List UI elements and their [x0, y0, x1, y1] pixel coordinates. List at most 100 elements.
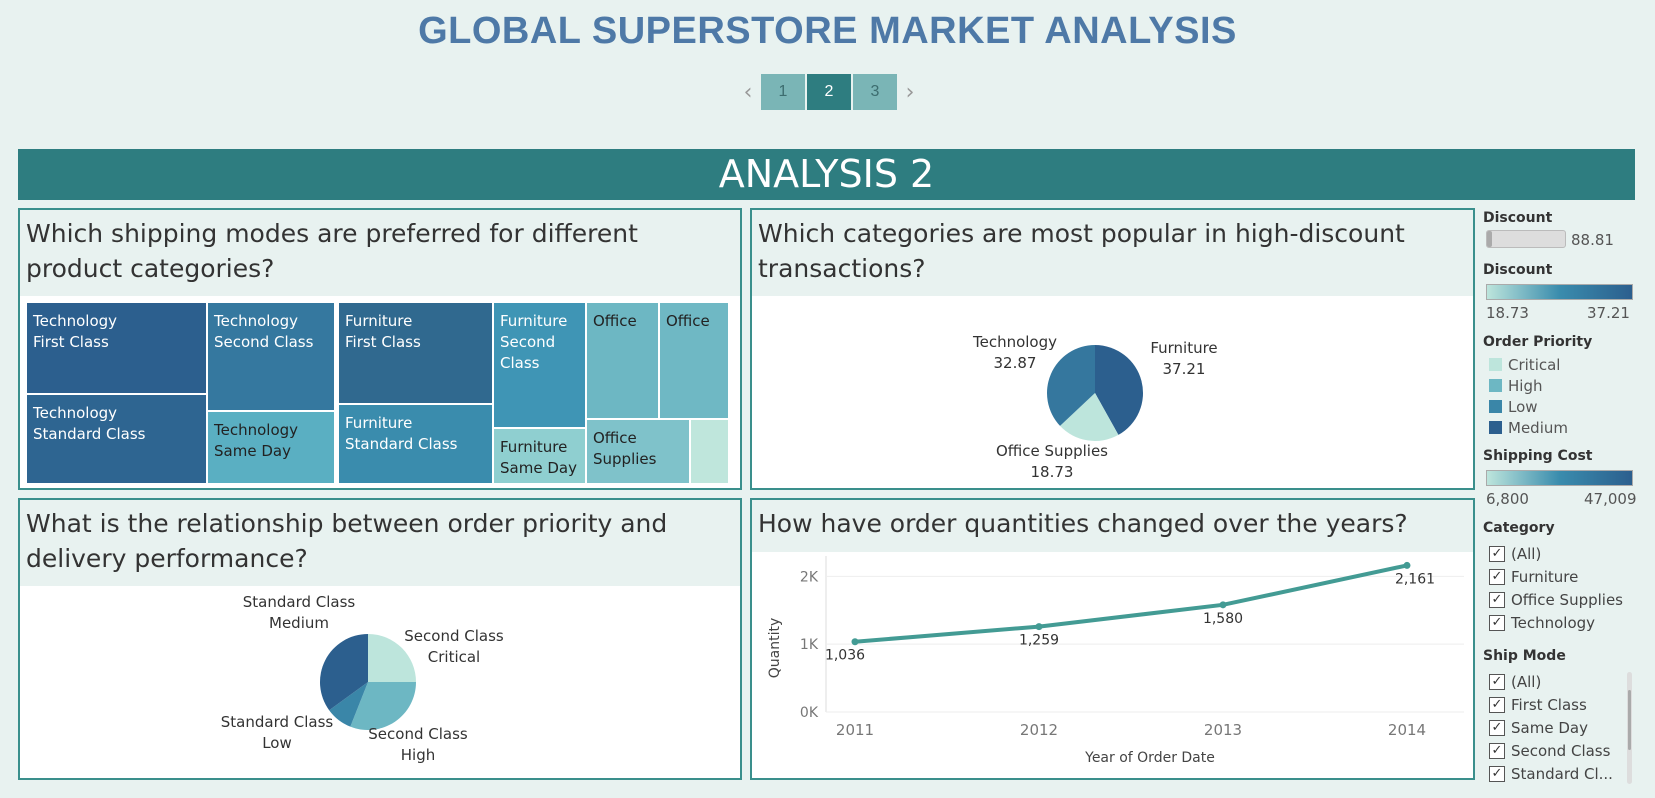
checkbox-label: Office Supplies — [1511, 590, 1624, 609]
legend-item-medium[interactable]: Medium — [1483, 417, 1568, 438]
treemap-tile-small[interactable] — [690, 419, 729, 484]
data-point[interactable] — [1035, 623, 1043, 631]
ship-mode-scrollbar[interactable] — [1627, 672, 1632, 784]
checkbox[interactable]: ✓ — [1489, 568, 1505, 585]
checkbox[interactable]: ✓ — [1489, 696, 1505, 713]
treemap-tile-furniture-second-class[interactable]: Furniture Second Class — [493, 302, 586, 428]
chevron-left-icon[interactable]: ‹ — [743, 79, 753, 105]
quantity-line-chart: 0K 1K 2K Quantity 2011 2012 2013 2014 Year of Or… — [767, 556, 1464, 766]
pie-slice-second-class-critical[interactable] — [368, 634, 416, 682]
pie-slice-technology[interactable] — [1047, 345, 1095, 426]
legend-item-high[interactable]: High — [1483, 375, 1568, 396]
category-filter-all[interactable]: ✓ (All) — [1483, 542, 1623, 565]
y-tick-label: 0K — [800, 705, 819, 721]
pie-label-second-critical: Second Class Critical — [389, 626, 519, 668]
x-tick-label: 2014 — [1388, 721, 1426, 739]
pie-label-furniture: Furniture 37.21 — [1134, 338, 1234, 380]
legend-item-low[interactable]: Low — [1483, 396, 1568, 417]
x-axis-label: Year of Order Date — [1084, 750, 1215, 766]
x-tick-label: 2012 — [1020, 721, 1058, 739]
checkbox-label: First Class — [1511, 695, 1587, 714]
treemap-tile-technology-same-day[interactable]: Technology Same Day — [207, 411, 335, 484]
checkbox-label: Technology — [1511, 613, 1596, 632]
ship-mode-filter-same-day[interactable]: ✓ Same Day — [1483, 716, 1633, 739]
checkbox[interactable]: ✓ — [1489, 673, 1505, 690]
tile-label: Technology — [33, 404, 118, 422]
ship-mode-filter-first-class[interactable]: ✓ First Class — [1483, 693, 1633, 716]
plot-area — [826, 556, 1464, 712]
checkbox[interactable]: ✓ — [1489, 591, 1505, 608]
pie-slice-standard-class-low[interactable] — [329, 682, 368, 727]
data-label: 1,580 — [1203, 611, 1243, 627]
panel-question: What is the relationship between order p… — [20, 500, 740, 586]
tile-label: Standard Class — [33, 425, 146, 443]
ship-mode-filter-all[interactable]: ✓ (All) — [1483, 670, 1633, 693]
tile-label: First Class — [33, 333, 109, 351]
analysis-banner: ANALYSIS 2 — [18, 149, 1635, 200]
treemap-tile-office-2[interactable]: Office — [659, 302, 729, 419]
y-tick-label: 2K — [800, 569, 819, 585]
pie-label-value: 37.21 — [1162, 360, 1206, 378]
tile-label: Standard Class — [345, 435, 458, 453]
pie-label-name: Office Supplies — [995, 442, 1108, 460]
treemap-tile-furniture-same-day[interactable]: Furniture Same Day — [493, 428, 586, 484]
checkbox[interactable]: ✓ — [1489, 765, 1505, 782]
category-filter-furniture[interactable]: ✓ Furniture — [1483, 565, 1623, 588]
ship-mode-filter-second-class[interactable]: ✓ Second Class — [1483, 739, 1633, 762]
ship-mode-filter: ✓ (All) ✓ First Class ✓ Same Day ✓ Second Cl… — [1483, 670, 1633, 790]
discount-slider-value: 88.81 — [1571, 231, 1614, 249]
discount-color-legend — [1486, 284, 1633, 300]
treemap-tile-technology-first-class[interactable]: Technology First Class — [26, 302, 207, 394]
series-line[interactable] — [854, 563, 1408, 644]
treemap-tile-furniture-first-class[interactable]: Furniture First Class — [338, 302, 493, 404]
tile-label: Technology — [33, 312, 118, 330]
page-1-button[interactable]: 1 — [761, 74, 805, 110]
category-filter: ✓ (All) ✓ Furniture ✓ Office Supplies ✓ Tech… — [1483, 542, 1623, 634]
ship-mode-filter-standard-class[interactable]: ✓ Standard Cl... — [1483, 762, 1633, 785]
treemap-tile-furniture-standard-class[interactable]: Furniture Standard Class — [338, 404, 493, 484]
checkbox[interactable]: ✓ — [1489, 545, 1505, 562]
category-filter-title: Category — [1483, 520, 1555, 536]
chevron-right-icon[interactable]: › — [905, 79, 915, 105]
pie-slice-second-class-high[interactable] — [350, 682, 416, 730]
data-label: 1,036 — [825, 648, 865, 664]
dashboard-title: GLOBAL SUPERSTORE MARKET ANALYSIS — [418, 10, 1237, 52]
data-point[interactable] — [1219, 601, 1227, 609]
legend-item-critical[interactable]: Critical — [1483, 354, 1568, 375]
discount-legend-title: Discount — [1483, 262, 1553, 278]
pie-label-office-supplies: Office Supplies 18.73 — [977, 441, 1127, 483]
y-axis-label: Quantity — [767, 618, 783, 679]
tile-label: Office — [593, 429, 637, 447]
page-3-button[interactable]: 3 — [853, 74, 897, 110]
data-point[interactable] — [851, 638, 859, 646]
category-filter-technology[interactable]: ✓ Technology — [1483, 611, 1623, 634]
page-2-button[interactable]: 2 — [807, 74, 851, 110]
pie-slice-furniture[interactable] — [1095, 345, 1143, 435]
checkbox[interactable]: ✓ — [1489, 719, 1505, 736]
pie-slice-office-supplies[interactable] — [1060, 393, 1119, 441]
data-point[interactable] — [1403, 561, 1411, 569]
legend-label: Medium — [1508, 418, 1568, 437]
treemap-tile-office-supplies[interactable]: Office Supplies — [586, 419, 690, 484]
pie-label-name: Furniture — [1150, 339, 1218, 357]
pie-slice-standard-class-medium[interactable] — [320, 634, 368, 711]
treemap-tile-office-1[interactable]: Office — [586, 302, 659, 419]
tile-label: Same Day — [214, 442, 291, 460]
panel-question: How have order quantities changed over t… — [752, 500, 1473, 552]
priority-pie-chart — [320, 634, 416, 730]
scrollbar-thumb[interactable] — [1628, 690, 1631, 750]
treemap-tile-technology-second-class[interactable]: Technology Second Class — [207, 302, 335, 411]
treemap-tile-technology-standard-class[interactable]: Technology Standard Class — [26, 394, 207, 484]
page-navigator: ‹ 1 2 3 › — [736, 74, 922, 110]
checkbox[interactable]: ✓ — [1489, 742, 1505, 759]
legend-swatch — [1489, 400, 1502, 413]
checkbox-label: (All) — [1511, 672, 1542, 691]
category-filter-office-supplies[interactable]: ✓ Office Supplies — [1483, 588, 1623, 611]
pie-label-line: Critical — [427, 648, 481, 666]
slider-handle[interactable] — [1487, 231, 1492, 247]
legend-label: High — [1508, 376, 1543, 395]
discount-slider[interactable] — [1486, 230, 1566, 248]
legend-label: Low — [1508, 397, 1538, 416]
pie-label-line: High — [400, 746, 436, 764]
checkbox[interactable]: ✓ — [1489, 614, 1505, 631]
